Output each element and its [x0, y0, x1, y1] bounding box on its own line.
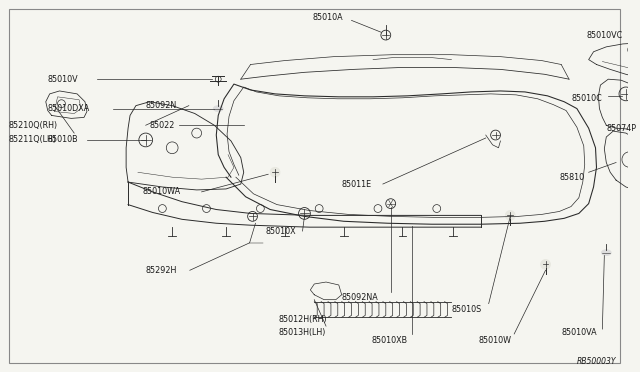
- Text: 85092N: 85092N: [146, 101, 177, 110]
- Text: 85010S: 85010S: [451, 305, 482, 314]
- Ellipse shape: [602, 250, 611, 256]
- Text: 85010W: 85010W: [479, 336, 512, 345]
- Text: 85011E: 85011E: [342, 180, 372, 189]
- Circle shape: [541, 260, 550, 269]
- Text: 85012H(RH): 85012H(RH): [279, 315, 328, 324]
- Text: RB50003Y: RB50003Y: [577, 356, 616, 366]
- Text: 85292H: 85292H: [146, 266, 177, 275]
- Text: 85010VC: 85010VC: [587, 31, 623, 39]
- Text: 85010VA: 85010VA: [561, 328, 597, 337]
- Text: 85010XB: 85010XB: [371, 336, 407, 345]
- Ellipse shape: [213, 106, 223, 112]
- Circle shape: [270, 167, 280, 177]
- Text: 85074P: 85074P: [606, 124, 636, 133]
- Circle shape: [506, 211, 515, 220]
- Text: 85211Q(LH): 85211Q(LH): [8, 135, 56, 144]
- Text: 85810: 85810: [559, 173, 584, 182]
- Text: 85010WA: 85010WA: [143, 187, 181, 196]
- Text: 85092NA: 85092NA: [342, 293, 378, 302]
- Text: 85010B: 85010B: [48, 135, 78, 144]
- Text: 85010V: 85010V: [48, 75, 78, 84]
- Text: 85013H(LH): 85013H(LH): [279, 328, 326, 337]
- Text: 85010C: 85010C: [571, 94, 602, 103]
- Text: 85010X: 85010X: [265, 227, 296, 235]
- Text: 85010DXA: 85010DXA: [48, 104, 90, 113]
- Text: 85022: 85022: [150, 121, 175, 130]
- Text: 85210Q(RH): 85210Q(RH): [8, 121, 58, 130]
- Text: 85010A: 85010A: [312, 13, 343, 22]
